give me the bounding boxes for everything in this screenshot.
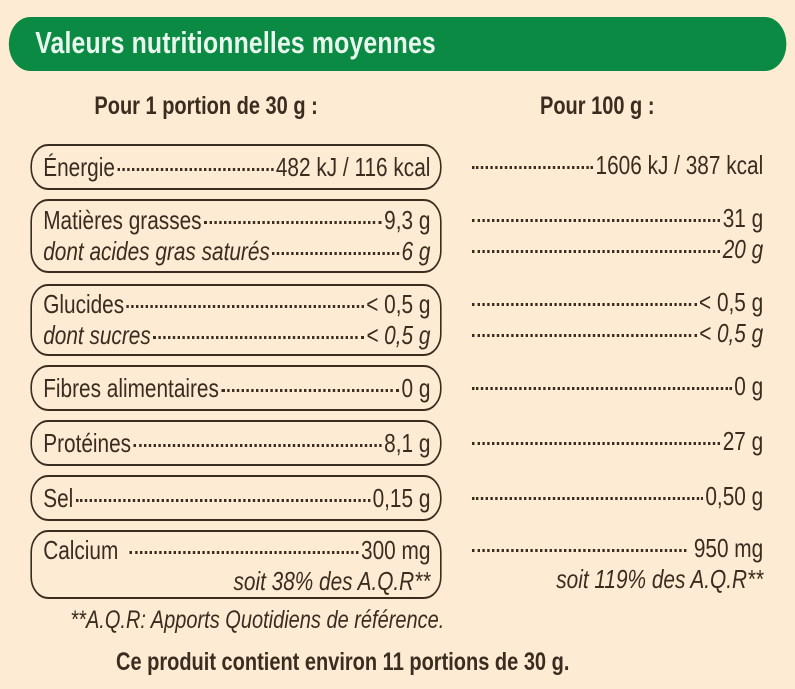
nutrient-value-100g: < 0,5 g: [699, 287, 764, 317]
nutrient-label: Matières grasses: [43, 205, 202, 235]
nutrient-value-portion: 8,1 g: [384, 428, 431, 458]
per-100g-energy: 1606 kJ / 387 kcal: [472, 150, 763, 181]
nutrient-value-100g: 31 g: [722, 203, 764, 233]
nutrient-label: Glucides: [43, 289, 125, 319]
calcium-aqr-note-portion: soit 38% des A.Q.R**: [43, 566, 430, 597]
nutrient-box-proteins: Protéines 8,1 g: [30, 420, 442, 466]
nutrient-label: Énergie: [43, 152, 115, 182]
dot-leader: [133, 444, 382, 447]
page-title: Valeurs nutritionnelles moyennes: [35, 25, 436, 60]
per-100g-salt: 0,50 g: [472, 481, 763, 512]
nutrient-row-100g: 27 g: [472, 426, 763, 457]
dot-leader: [272, 252, 400, 255]
nutrient-row-100g: 1606 kJ / 387 kcal: [472, 150, 763, 181]
nutrient-value-portion: 0,15 g: [372, 483, 431, 513]
nutrient-row-100g: 31 g: [472, 203, 763, 234]
nutrient-value-portion: 300 mg: [361, 535, 431, 565]
nutrient-label: dont acides gras saturés: [43, 236, 270, 266]
nutrient-box-calcium: Calcium 300 mg soit 38% des A.Q.R**: [30, 530, 442, 599]
nutrient-row-100g: < 0,5 g: [472, 287, 763, 318]
dot-leader: [472, 549, 687, 552]
nutrient-label: Calcium: [43, 535, 119, 565]
nutrient-row-fats: Matières grasses 9,3 g: [43, 205, 430, 236]
nutrient-value-100g: 1606 kJ / 387 kcal: [595, 150, 764, 180]
nutrient-row-100g: 0 g: [472, 371, 763, 402]
per-100g-carbs: < 0,5 g < 0,5 g: [472, 287, 763, 349]
nutrient-value-100g: 20 g: [722, 234, 764, 264]
dot-leader: [203, 221, 382, 224]
column-header-per-100g: Pour 100 g :: [540, 92, 655, 120]
dot-leader: [472, 387, 732, 390]
nutrient-value-100g: 0 g: [734, 371, 764, 401]
dot-leader: [472, 334, 697, 337]
nutrient-row-calcium: Calcium 300 mg: [43, 535, 430, 566]
per-100g-fats: 31 g 20 g: [472, 203, 763, 265]
dot-leader: [221, 389, 400, 392]
dot-leader: [472, 250, 721, 253]
aqr-percentage: soit 119% des A.Q.R**: [556, 564, 764, 594]
nutrient-row-sugars: dont sucres < 0,5 g: [43, 320, 430, 351]
nutrient-row-salt: Sel 0,15 g: [43, 483, 430, 514]
nutrient-row-energy: Énergie 482 kJ / 116 kcal: [43, 152, 430, 183]
nutrient-row-100g: < 0,5 g: [472, 318, 763, 349]
nutrient-label: Sel: [43, 483, 74, 513]
nutrient-value-100g: 27 g: [722, 426, 764, 456]
per-100g-calcium: 950 mg soit 119% des A.Q.R**: [472, 533, 763, 595]
dot-leader: [472, 303, 697, 306]
nutrient-box-energy: Énergie 482 kJ / 116 kcal: [30, 144, 442, 190]
nutrient-box-fibres: Fibres alimentaires 0 g: [30, 365, 442, 411]
nutrient-value-portion: < 0,5 g: [366, 289, 431, 319]
dot-leader: [472, 442, 721, 445]
column-header-per-portion: Pour 1 portion de 30 g :: [94, 92, 318, 120]
nutrient-row-100g: 0,50 g: [472, 481, 763, 512]
dot-leader: [472, 497, 703, 500]
nutrient-row-100g: 950 mg: [472, 533, 763, 564]
nutrient-box-salt: Sel 0,15 g: [30, 475, 442, 521]
portions-summary: Ce produit contient environ 11 portions …: [116, 648, 570, 676]
dot-leader: [75, 499, 371, 502]
dot-leader: [126, 305, 364, 308]
per-100g-fibres: 0 g: [472, 371, 763, 402]
nutrient-value-portion: < 0,5 g: [366, 320, 431, 350]
nutrient-box-fats: Matières grasses 9,3 g dont acides gras …: [30, 199, 442, 273]
nutrient-value-portion: 6 g: [401, 236, 431, 266]
nutrient-row-100g: 20 g: [472, 234, 763, 265]
calcium-aqr-note-100g: soit 119% des A.Q.R**: [472, 564, 763, 595]
nutrient-value-100g: 950 mg: [693, 533, 764, 563]
nutrient-row-proteins: Protéines 8,1 g: [43, 428, 430, 459]
nutrient-value-100g: 0,50 g: [705, 481, 764, 511]
per-100g-proteins: 27 g: [472, 426, 763, 457]
nutrient-value-100g: < 0,5 g: [699, 318, 764, 348]
footnote: **A.Q.R: Apports Quotidiens de référence…: [70, 606, 445, 634]
dot-leader: [472, 166, 594, 169]
dot-leader: [129, 551, 359, 554]
nutrient-row-carbs: Glucides < 0,5 g: [43, 289, 430, 320]
title-banner: Valeurs nutritionnelles moyennes: [8, 17, 787, 71]
nutrient-row-fibres: Fibres alimentaires 0 g: [43, 373, 430, 404]
nutrient-label: dont sucres: [43, 320, 151, 350]
nutrient-value-portion: 9,3 g: [384, 205, 431, 235]
aqr-percentage: soit 38% des A.Q.R**: [233, 566, 431, 596]
nutrient-box-carbs: Glucides < 0,5 g dont sucres < 0,5 g: [30, 284, 442, 356]
nutrient-row-saturated-fats: dont acides gras saturés 6 g: [43, 236, 430, 267]
nutrient-value-portion: 0 g: [401, 373, 431, 403]
dot-leader: [153, 336, 364, 339]
dot-leader: [472, 219, 721, 222]
dot-leader: [117, 168, 274, 171]
nutrient-value-portion: 482 kJ / 116 kcal: [275, 152, 431, 182]
nutrient-label: Protéines: [43, 428, 132, 458]
nutrient-label: Fibres alimentaires: [43, 373, 219, 403]
